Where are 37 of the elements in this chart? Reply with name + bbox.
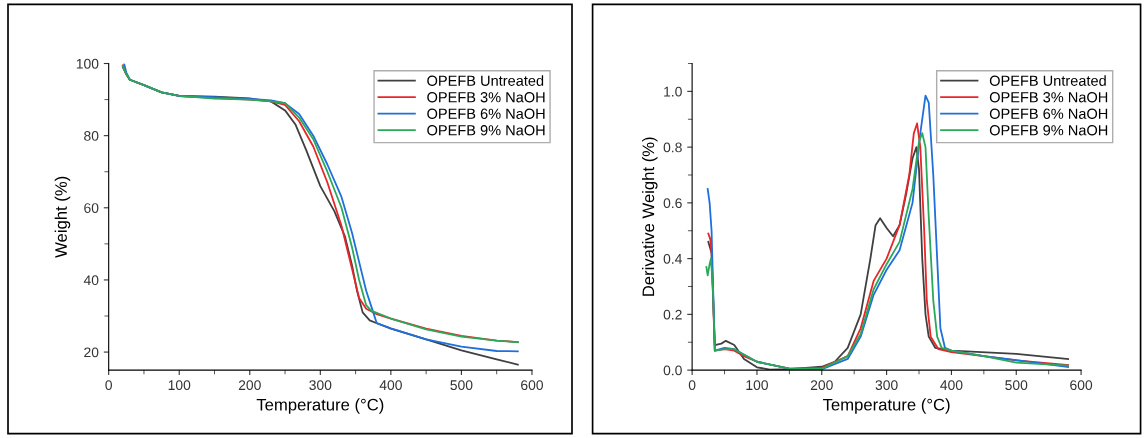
x-tick-label: 200 <box>810 380 833 391</box>
x-tick-label: 300 <box>309 380 332 391</box>
x-tick-label: 100 <box>168 380 191 391</box>
x-tick-label: 100 <box>746 380 768 391</box>
y-tick-label: 80 <box>84 130 99 141</box>
y-tick-label: 0.2 <box>663 309 682 320</box>
y-tick-label: 0.8 <box>663 142 682 153</box>
legend-label: OPEFB 9% NaOH <box>989 125 1108 136</box>
x-tick-label: 500 <box>450 380 473 391</box>
legend-label: OPEFB 9% NaOH <box>427 125 545 136</box>
x-tick-label: 300 <box>875 380 898 391</box>
y-tick-label: 40 <box>83 275 99 286</box>
x-tick-label: 400 <box>379 380 402 391</box>
legend-label: OPEFB 6% NaOH <box>989 108 1108 119</box>
legend-label: OPEFB 3% NaOH <box>427 92 545 103</box>
y-axis-title: Derivative Weight (%) <box>642 137 658 296</box>
x-tick-label: 600 <box>1070 380 1093 391</box>
y-tick-label: 60 <box>84 203 99 213</box>
y-tick-label: 100 <box>76 58 99 69</box>
legend-label: OPEFB Untreated <box>989 75 1106 86</box>
x-tick-label: 0 <box>105 380 112 391</box>
y-tick-label: 0.4 <box>663 253 682 264</box>
legend-label: OPEFB Untreated <box>427 75 544 86</box>
y-axis-title: Weight (%) <box>54 176 71 258</box>
x-axis-title: Temperature (°C) <box>256 398 384 414</box>
legend-label: OPEFB 3% NaOH <box>989 92 1108 103</box>
legend-label: OPEFB 6% NaOH <box>427 108 545 119</box>
x-axis-title: Temperature (°C) <box>822 398 950 414</box>
y-tick-label: 0.6 <box>663 198 682 209</box>
x-tick-label: 500 <box>1005 380 1028 391</box>
x-tick-label: 0 <box>688 380 696 391</box>
x-tick-label: 200 <box>238 380 261 391</box>
y-tick-label: 1.0 <box>664 86 682 97</box>
x-tick-label: 600 <box>521 380 543 391</box>
y-tick-label: 0.0 <box>663 365 682 376</box>
x-tick-label: 400 <box>940 380 963 391</box>
y-tick-label: 20 <box>84 347 99 358</box>
